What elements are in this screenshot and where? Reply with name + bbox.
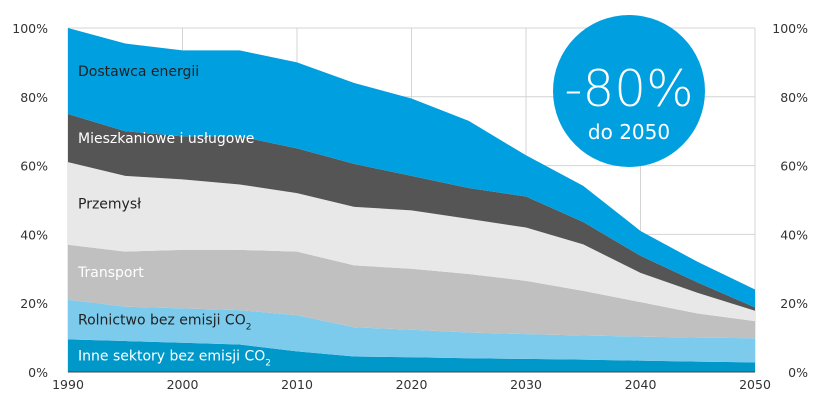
area-dostawca-energii <box>68 28 755 308</box>
x-tick-label: 2020 <box>396 377 428 392</box>
area-rolnictwo-bez-emisji-co <box>68 299 755 363</box>
badge-circle <box>553 15 705 167</box>
y-tick-label-right: 80% <box>780 90 808 105</box>
y-tick-label-left: 40% <box>20 227 48 242</box>
y-tick-label-right: 20% <box>780 296 808 311</box>
series-label: Transport <box>77 265 144 281</box>
y-tick-label-right: 100% <box>772 21 808 36</box>
x-tick-label: 2010 <box>281 377 313 392</box>
badge-percent: -80% <box>564 60 693 118</box>
reduction-badge: -80% do 2050 <box>553 15 705 167</box>
y-tick-label-left: 60% <box>20 159 48 174</box>
area-mieszkaniowe-i-us-ugowe <box>68 114 755 311</box>
y-tick-label-left: 100% <box>12 21 48 36</box>
series-label: Mieszkaniowe i usługowe <box>78 131 254 147</box>
y-tick-labels-left: 0% 20% 40% 60% 80% 100% <box>12 21 48 380</box>
x-tick-label: 2030 <box>510 377 542 392</box>
x-tick-label: 1990 <box>52 377 84 392</box>
series-labels: Inne sektory bez emisji CO2 Rolnictwo bez… <box>77 64 271 369</box>
series-label: Przemysł <box>78 196 141 212</box>
area-transport <box>68 244 755 339</box>
area-inne-sektory-bez-emisji-co <box>68 339 755 372</box>
series-label: Dostawca energii <box>78 64 199 80</box>
y-tick-label-right: 0% <box>788 365 808 380</box>
area-series <box>68 28 755 372</box>
y-tick-label-right: 60% <box>780 159 808 174</box>
series-label: Rolnictwo bez emisji CO2 <box>78 313 251 333</box>
y-tick-label-left: 0% <box>28 365 48 380</box>
y-tick-labels-right: 0% 20% 40% 60% 80% 100% <box>772 21 808 380</box>
y-tick-label-left: 80% <box>20 90 48 105</box>
x-tick-label: 2040 <box>625 377 657 392</box>
x-tick-label: 2000 <box>167 377 199 392</box>
series-label: Inne sektory bez emisji CO2 <box>78 349 271 369</box>
area-przemys <box>68 162 755 322</box>
y-tick-label-right: 40% <box>780 227 808 242</box>
x-tick-label: 2050 <box>739 377 771 392</box>
x-tick-labels: 1990 2000 2010 2020 2030 2040 2050 <box>52 377 771 392</box>
y-tick-label-left: 20% <box>20 296 48 311</box>
badge-year-text: do 2050 <box>588 120 670 144</box>
